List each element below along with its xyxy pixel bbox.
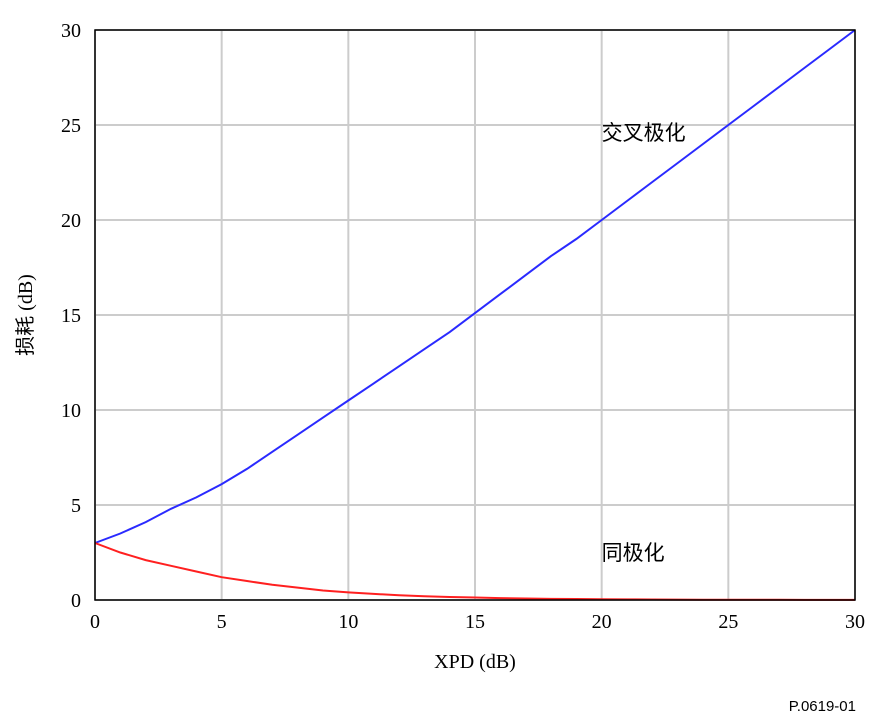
x-tick-label: 20 <box>592 611 612 633</box>
y-tick-label: 25 <box>61 115 81 137</box>
y-tick-labels: 0 5 10 15 20 25 30 <box>61 20 81 612</box>
y-tick-label: 0 <box>71 590 81 612</box>
y-axis-label: 损耗 (dB) <box>14 274 37 356</box>
x-tick-label: 10 <box>338 611 358 633</box>
y-tick-label: 15 <box>61 305 81 327</box>
y-tick-label: 20 <box>61 210 81 232</box>
series-line-0 <box>94 29 856 544</box>
x-tick-label: 5 <box>217 611 227 633</box>
y-tick-label: 10 <box>61 400 81 422</box>
annotation-cross-polarization: 交叉极化 <box>602 121 686 145</box>
x-axis-label: XPD (dB) <box>434 651 516 673</box>
annotation-co-polarization: 同极化 <box>602 541 665 565</box>
x-tick-label: 15 <box>465 611 485 633</box>
x-tick-labels: 0 5 10 15 20 25 30 <box>90 611 865 633</box>
x-tick-label: 0 <box>90 611 100 633</box>
plot-frame <box>94 29 856 601</box>
x-tick-label: 25 <box>718 611 738 633</box>
figure-id: P.0619-01 <box>788 698 856 715</box>
x-tick-label: 30 <box>845 611 865 633</box>
y-tick-label: 5 <box>71 495 81 517</box>
y-tick-label: 30 <box>61 20 81 42</box>
